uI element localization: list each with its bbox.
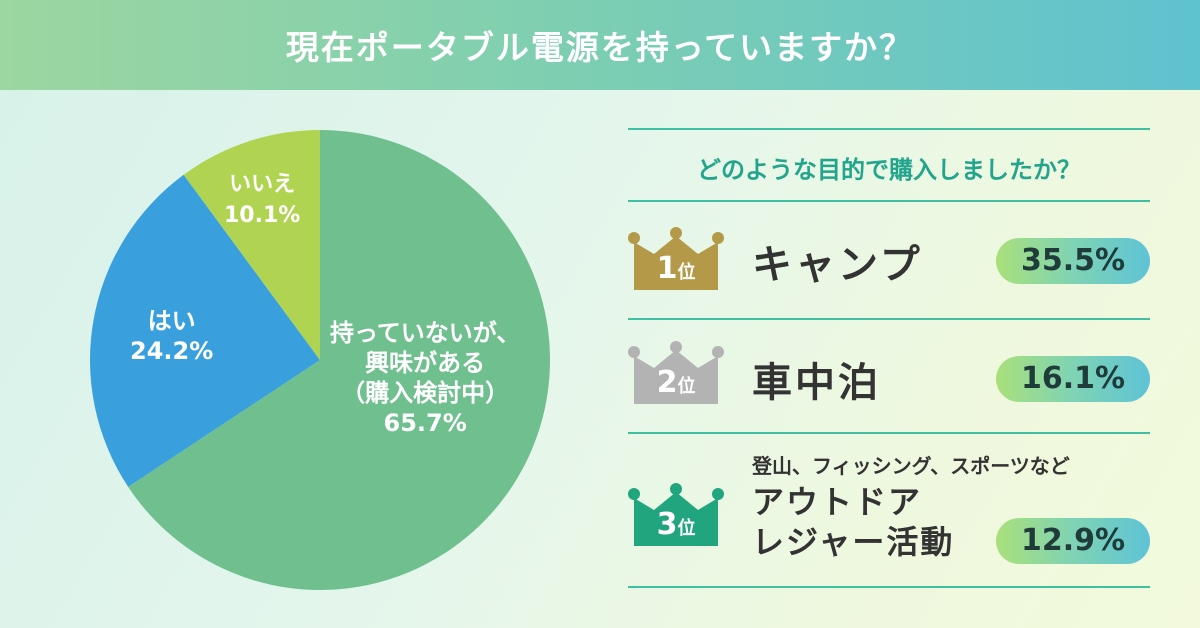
percentage-badge: 35.5%: [996, 238, 1150, 284]
rank-digit: 1: [656, 251, 678, 286]
ranking-row-2: 2位 車中泊 16.1%: [628, 334, 1150, 424]
rank-digit: 2: [656, 365, 678, 400]
divider: [628, 432, 1150, 434]
ranking-question: どのような目的で購入しましたか？: [697, 156, 1081, 184]
rank-digit: 3: [656, 507, 678, 542]
divider: [628, 586, 1150, 588]
crown-icon: 3位: [628, 482, 724, 546]
percentage-badge: 16.1%: [996, 356, 1150, 402]
rank-suffix: 位: [677, 518, 696, 539]
divider: [628, 128, 1150, 130]
slice-label-none-pct: 10.1%: [224, 202, 301, 228]
pie-svg: [90, 130, 550, 590]
ranking-row-1: 1位 キャンプ 35.5%: [628, 220, 1150, 310]
ranking-label: 車中泊: [752, 360, 881, 406]
pie-chart: 持っていないが、 興味がある （購入検討中） 65.7% はい 24.2% いい…: [90, 130, 550, 590]
rank-suffix: 位: [677, 262, 696, 283]
rank-suffix: 位: [677, 376, 696, 397]
ranking-label-line2: レジャー活動: [752, 523, 955, 561]
slice-label-no-line3: （購入検討中）: [341, 379, 510, 407]
slice-label-no-pct: 65.7%: [383, 409, 467, 437]
slice-label-yes: はい 24.2%: [130, 306, 213, 366]
rank-number: 3位: [628, 507, 724, 542]
header-banner: 現在ポータブル電源を持っていますか？: [0, 0, 1200, 90]
ranking-sublabel: 登山、フィッシング、スポーツなど: [752, 454, 1070, 478]
slice-label-yes-line1: はい: [147, 307, 196, 335]
page-title: 現在ポータブル電源を持っていますか？: [285, 28, 915, 67]
slice-label-no-line1: 持っていないが、: [330, 319, 521, 347]
slice-label-no: 持っていないが、 興味がある （購入検討中） 65.7%: [330, 318, 520, 438]
ranking-label-line1: アウトドア: [752, 483, 923, 521]
ranking-label: アウトドア レジャー活動: [752, 482, 954, 562]
crown-shape: [628, 341, 724, 404]
pie-slice-yes: [90, 174, 320, 487]
percentage-badge: 12.9%: [996, 518, 1150, 564]
pie-slice-none: [183, 130, 320, 360]
crown-shape: [628, 227, 724, 290]
ranking-label: キャンプ: [752, 242, 923, 288]
crown-shape: [628, 483, 724, 546]
ranking-row-3: 3位 登山、フィッシング、スポーツなど アウトドア レジャー活動 12.9%: [628, 446, 1150, 586]
rank-number: 1位: [628, 251, 724, 286]
slice-label-none: いいえ 10.1%: [224, 170, 300, 232]
slice-label-yes-pct: 24.2%: [130, 337, 214, 365]
divider: [628, 200, 1150, 202]
slice-label-none-line1: いいえ: [229, 172, 296, 197]
divider: [628, 318, 1150, 320]
slice-label-no-line2: 興味がある: [365, 349, 486, 377]
crown-icon: 1位: [628, 226, 724, 290]
crown-icon: 2位: [628, 340, 724, 404]
rank-number: 2位: [628, 365, 724, 400]
pie-slice-no: [128, 130, 550, 590]
